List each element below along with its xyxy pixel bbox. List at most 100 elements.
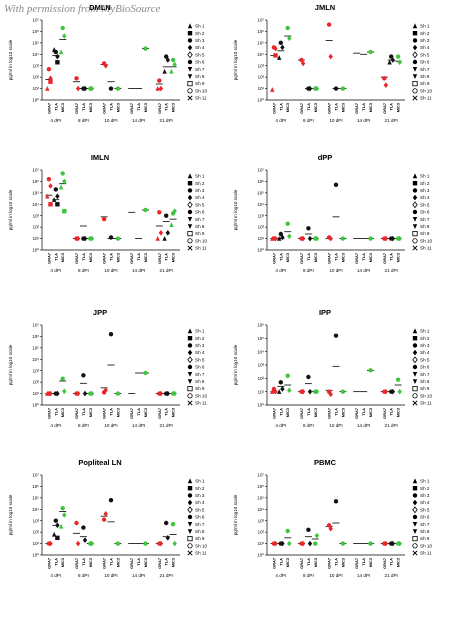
method-tick-label: MIC3 bbox=[171, 252, 176, 262]
data-point bbox=[45, 193, 50, 199]
legend-label: Sh 8 bbox=[195, 74, 205, 79]
data-point bbox=[165, 535, 170, 541]
y-tick-label: 10² bbox=[258, 75, 265, 80]
legend-label: Sh 9 bbox=[195, 536, 205, 541]
data-point bbox=[314, 388, 320, 395]
data-point bbox=[48, 79, 53, 84]
legend-label: Sh 6 bbox=[195, 365, 205, 370]
legend-label: Sh 8 bbox=[420, 529, 430, 534]
legend-marker bbox=[187, 74, 193, 79]
y-axis-label: pg/ml in log10 scale bbox=[233, 189, 238, 230]
data-point bbox=[55, 535, 60, 541]
data-point bbox=[58, 184, 64, 190]
timepoint-label: 10 dPI bbox=[329, 423, 342, 428]
data-point bbox=[81, 525, 86, 530]
legend-marker bbox=[187, 201, 193, 209]
timepoint-label: 4 dPI bbox=[275, 573, 286, 578]
legend-label: Sh 2 bbox=[195, 31, 205, 36]
legend-label: Sh 10 bbox=[195, 238, 207, 243]
legend-label: Sh 2 bbox=[420, 31, 430, 36]
method-tick-label: TLA bbox=[136, 558, 141, 566]
legend-marker bbox=[412, 31, 418, 36]
legend-marker bbox=[187, 59, 193, 65]
data-point bbox=[270, 235, 275, 241]
legend-label: Sh 9 bbox=[420, 536, 430, 541]
legend-marker bbox=[412, 499, 418, 506]
legend-marker bbox=[187, 81, 193, 87]
y-axis-label: pg/ml in log10 scale bbox=[233, 344, 238, 385]
legend-marker bbox=[412, 38, 418, 43]
data-point bbox=[299, 57, 304, 63]
data-point bbox=[62, 208, 67, 214]
method-tick-label: TLA bbox=[361, 408, 366, 416]
legend-marker bbox=[187, 245, 193, 251]
method-tick-label: GRA7 bbox=[74, 408, 79, 419]
timepoint-label: 21 dPI bbox=[385, 268, 398, 273]
legend-label: Sh 5 bbox=[195, 357, 205, 362]
legend-label: Sh 5 bbox=[420, 507, 430, 512]
legend-label: Sh 11 bbox=[195, 401, 207, 406]
data-point bbox=[143, 370, 148, 376]
y-tick-label: 10¹ bbox=[258, 541, 265, 546]
y-tick-label: 10⁶ bbox=[32, 334, 39, 339]
legend-label: Sh 1 bbox=[420, 24, 430, 29]
legend-marker bbox=[187, 364, 193, 370]
data-point bbox=[277, 389, 282, 394]
legend-label: Sh 7 bbox=[195, 67, 205, 72]
data-point bbox=[108, 86, 114, 91]
legend-marker bbox=[187, 529, 193, 534]
data-point bbox=[300, 235, 306, 242]
data-point bbox=[75, 85, 81, 92]
data-point bbox=[157, 210, 162, 215]
legend-label: Sh 11 bbox=[420, 551, 432, 556]
legend-label: Sh 7 bbox=[420, 372, 430, 377]
legend-marker bbox=[412, 217, 418, 222]
legend-marker bbox=[187, 231, 193, 237]
method-tick-label: MIC3 bbox=[171, 407, 176, 417]
method-tick-label: TLA bbox=[389, 558, 394, 566]
legend-label: Sh 9 bbox=[420, 81, 430, 86]
method-tick-label: GRA7 bbox=[157, 253, 162, 264]
method-tick-label: TLA bbox=[278, 253, 283, 261]
data-point bbox=[273, 235, 278, 242]
legend-label: Sh 5 bbox=[420, 52, 430, 57]
data-point bbox=[287, 387, 292, 394]
y-tick-label: 10³ bbox=[258, 363, 265, 368]
legend-label: Sh 5 bbox=[420, 202, 430, 207]
legend-label: Sh 10 bbox=[195, 543, 207, 548]
timepoint-label: 14 dPI bbox=[357, 268, 370, 273]
method-tick-label: TLA bbox=[306, 103, 311, 111]
method-tick-label: TLA bbox=[389, 253, 394, 261]
data-point bbox=[328, 391, 333, 398]
data-point bbox=[169, 68, 174, 74]
timepoint-label: 21 dPI bbox=[385, 118, 398, 123]
data-point bbox=[278, 231, 283, 237]
data-point bbox=[170, 57, 176, 63]
method-tick-label: GRA7 bbox=[271, 558, 276, 569]
data-point bbox=[368, 368, 373, 373]
y-tick-label: 10⁵ bbox=[32, 190, 39, 195]
legend-label: Sh 3 bbox=[195, 493, 205, 498]
timepoint-label: 21 dPI bbox=[160, 573, 173, 578]
timepoint-label: 21 dPI bbox=[160, 423, 173, 428]
method-tick-label: MIC3 bbox=[143, 252, 148, 262]
y-tick-label: 10² bbox=[33, 225, 40, 230]
chart-title: JMLN bbox=[315, 3, 335, 12]
timepoint-label: 4 dPI bbox=[275, 423, 286, 428]
chart-panel-1: JMLN pg/ml in log10 scale 10⁰ 10¹ 10² 10³ 10⁴ 1… bbox=[233, 3, 432, 123]
data-point bbox=[340, 541, 346, 546]
y-tick-label: 10⁴ bbox=[257, 507, 264, 512]
y-tick-label: 10¹ bbox=[258, 236, 265, 241]
legend-label: Sh 1 bbox=[195, 329, 205, 334]
method-tick-label: GRA7 bbox=[74, 103, 79, 114]
y-tick-label: 10⁶ bbox=[32, 179, 39, 184]
method-tick-label: MIC3 bbox=[60, 102, 65, 112]
method-tick-label: GRA7 bbox=[382, 253, 387, 264]
method-tick-label: GRA7 bbox=[327, 103, 332, 114]
data-point bbox=[278, 380, 283, 385]
legend-label: Sh 4 bbox=[420, 350, 430, 355]
data-point bbox=[307, 388, 313, 395]
data-point bbox=[158, 230, 164, 236]
method-tick-label: TLA bbox=[389, 408, 394, 416]
legend-marker bbox=[412, 224, 418, 229]
